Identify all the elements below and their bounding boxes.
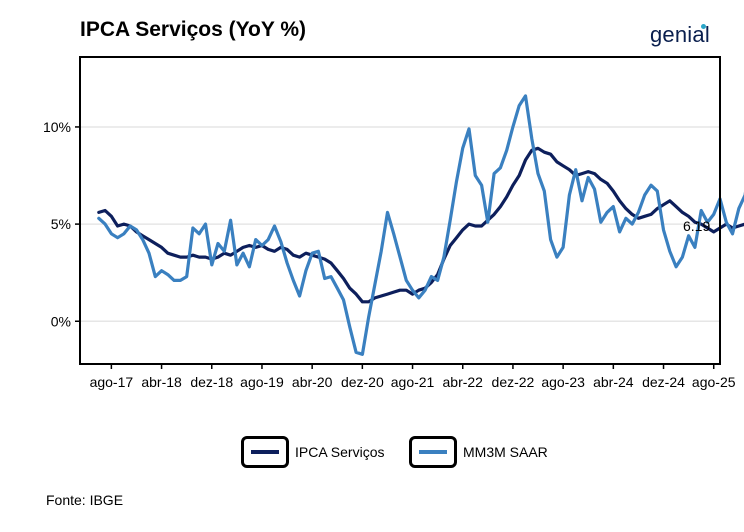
plot-panel-border	[79, 56, 721, 365]
x-tick-label: abr-24	[593, 374, 634, 390]
legend-key-ipca-servicos	[241, 436, 289, 468]
axes: 0% 5% 10% ago-17 abr-18 dez-18 ago-19 abr-20 dez…	[43, 119, 736, 390]
legend-item-ipca-servicos: IPCA Serviços	[241, 434, 384, 470]
x-tick-label: dez-24	[642, 374, 685, 390]
x-tick-label: abr-22	[443, 374, 484, 390]
x-tick-label: ago-21	[391, 374, 435, 390]
series-line-mm3m-saar	[97, 94, 744, 356]
x-tick-label: dez-18	[190, 374, 233, 390]
series-line-ipca-servi-os	[97, 146, 744, 304]
gridlines	[80, 126, 720, 323]
x-tick-label: ago-25	[692, 374, 736, 390]
y-tick-label: 10%	[43, 119, 71, 135]
series-lines	[97, 94, 744, 356]
x-tick-label: abr-20	[292, 374, 333, 390]
legend-label-mm3m-saar: MM3M SAAR	[463, 444, 548, 460]
x-tick-label: dez-20	[341, 374, 384, 390]
x-tick-label: abr-18	[141, 374, 182, 390]
x-tick-label: ago-19	[240, 374, 284, 390]
end-value-label: 6.19	[683, 218, 710, 234]
x-tick-label: dez-22	[492, 374, 535, 390]
source-note: Fonte: IBGE	[46, 492, 124, 508]
genial-logo: genial	[650, 22, 710, 47]
y-tick-label: 5%	[51, 216, 71, 232]
legend-label-ipca-servicos: IPCA Serviços	[295, 444, 385, 460]
chart-title: IPCA Serviços (YoY %)	[80, 18, 307, 41]
logo-accent-dot	[701, 24, 706, 29]
x-tick-label: ago-23	[541, 374, 585, 390]
y-tick-label: 0%	[51, 313, 71, 329]
legend-item-mm3m-saar: MM3M SAAR	[409, 434, 548, 470]
x-tick-label: ago-17	[90, 374, 134, 390]
legend-key-mm3m-saar	[409, 436, 457, 468]
